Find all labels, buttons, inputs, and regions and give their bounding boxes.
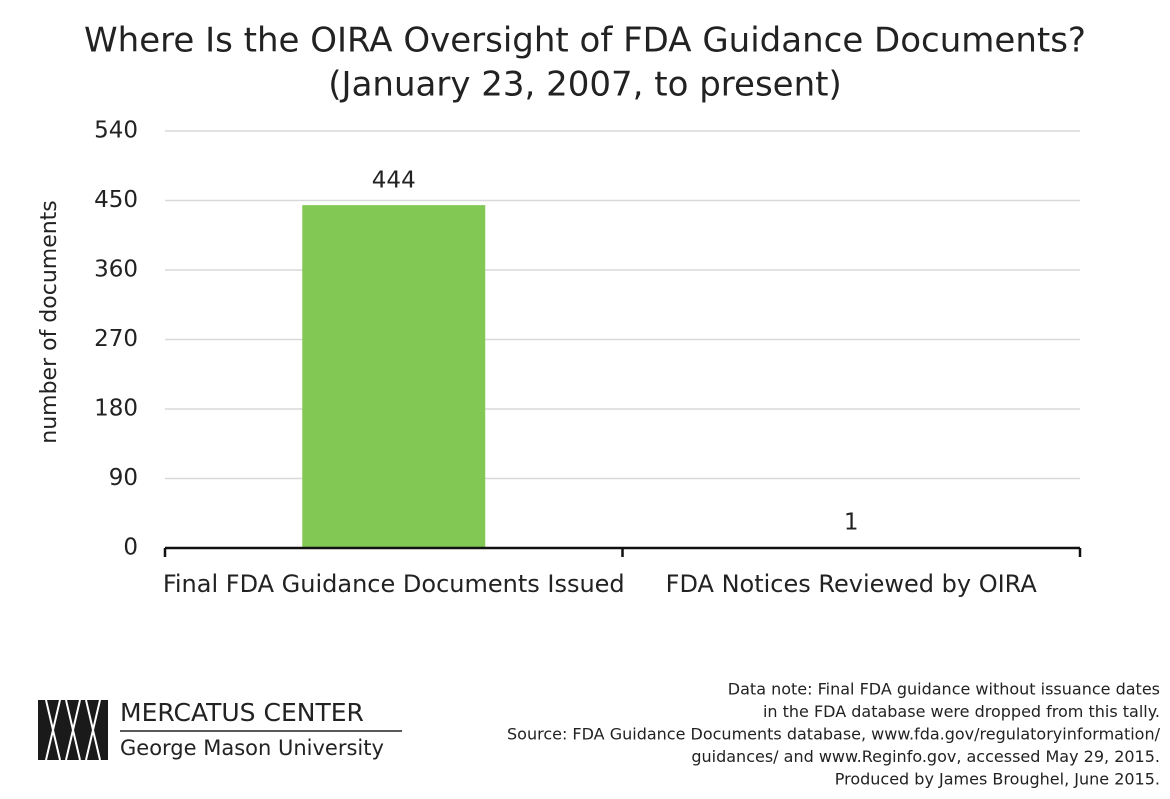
chart-title: Where Is the OIRA Oversight of FDA Guida… [84, 21, 1086, 61]
logo-university: George Mason University [120, 736, 384, 760]
value-label: 444 [372, 168, 416, 194]
y-tick-label: 270 [94, 326, 138, 352]
y-tick-label: 450 [94, 187, 138, 213]
y-tick-label: 180 [94, 396, 138, 422]
y-tick-label: 0 [123, 535, 138, 561]
y-tick-label: 360 [94, 257, 138, 283]
footnote: Source: FDA Guidance Documents database,… [507, 725, 1161, 744]
footnote: in the FDA database were dropped from th… [763, 702, 1160, 721]
chart-subtitle: (January 23, 2007, to present) [328, 65, 841, 105]
footnote: Produced by James Broughel, June 2015. [835, 770, 1160, 789]
x-tick-label: Final FDA Guidance Documents Issued [163, 570, 625, 598]
footnote: guidances/ and www.Reginfo.gov, accessed… [691, 747, 1160, 766]
value-label: 1 [844, 510, 859, 536]
logo-pattern [45, 699, 101, 761]
footnote: Data note: Final FDA guidance without is… [728, 680, 1160, 699]
y-axis-label: number of documents [37, 200, 62, 444]
logo: MERCATUS CENTER George Mason University [38, 698, 402, 761]
logo-name: MERCATUS CENTER [120, 698, 364, 727]
y-tick-label: 540 [94, 118, 138, 144]
bar [302, 205, 486, 548]
y-tick-label: 90 [109, 465, 138, 491]
x-tick-label: FDA Notices Reviewed by OIRA [666, 570, 1038, 598]
